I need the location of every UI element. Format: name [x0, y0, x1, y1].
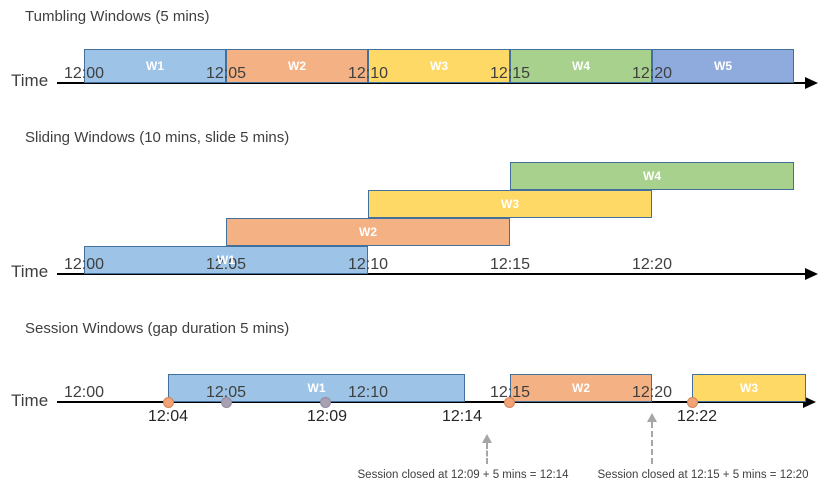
- window-label: W3: [430, 59, 448, 73]
- event-marker-12-22: [687, 397, 698, 408]
- tumbling-tick-12-00: 12:00: [63, 65, 105, 82]
- event-marker-12-04: [163, 397, 174, 408]
- session-window-w3: W3: [692, 374, 806, 402]
- tumbling-window-w2: W2: [226, 49, 368, 83]
- tumbling-window-w3: W3: [368, 49, 510, 83]
- session-tick-12-05: 12:05: [205, 384, 247, 401]
- session-close-arrow-line: [486, 443, 488, 464]
- sliding-tick-12-10: 12:10: [347, 256, 389, 273]
- sliding-tick-12-00: 12:00: [63, 256, 105, 273]
- session-tick-12-20: 12:20: [631, 384, 673, 401]
- tumbling-window-w1: W1: [84, 49, 226, 83]
- sliding-time-axis-label: Time: [11, 262, 49, 281]
- session-time-axis-label: Time: [11, 391, 49, 410]
- sliding-tick-12-05: 12:05: [205, 256, 247, 273]
- sliding-window-w1: W1: [84, 246, 368, 274]
- tumbling-tick-12-05: 12:05: [205, 65, 247, 82]
- session-close-arrow-line: [651, 422, 653, 464]
- session-section-title: Session Windows (gap duration 5 mins): [25, 320, 290, 337]
- window-label: W4: [643, 169, 661, 183]
- tumbling-tick-12-20: 12:20: [631, 65, 673, 82]
- session-window-w2: W2: [510, 374, 652, 402]
- session-tick-12-10: 12:10: [347, 384, 389, 401]
- event-marker-12-09: [320, 397, 331, 408]
- tumbling-window-w4: W4: [510, 49, 652, 83]
- window-label: W2: [359, 225, 377, 239]
- session-closed-annotation-2: Session closed at 12:15 + 5 mins = 12:20: [597, 469, 809, 481]
- sliding-axis-arrow-icon: [805, 268, 818, 280]
- event-label-12-14: 12:14: [441, 408, 483, 425]
- session-tick-12-00: 12:00: [63, 384, 105, 401]
- sliding-time-axis: [57, 273, 805, 275]
- event-marker-12-15: [504, 397, 515, 408]
- tumbling-time-axis: [57, 82, 805, 84]
- event-marker-12-05: [221, 397, 232, 408]
- window-label: W5: [714, 59, 732, 73]
- window-label: W2: [572, 381, 590, 395]
- window-label: W2: [288, 59, 306, 73]
- session-close-arrow-icon: [482, 434, 492, 443]
- sliding-window-w3: W3: [368, 190, 652, 218]
- session-closed-annotation-1: Session closed at 12:09 + 5 mins = 12:14: [357, 469, 569, 481]
- session-close-arrow-icon: [647, 413, 657, 422]
- tumbling-window-w5: W5: [652, 49, 794, 83]
- event-label-12-04: 12:04: [147, 408, 189, 425]
- sliding-section-title: Sliding Windows (10 mins, slide 5 mins): [25, 129, 290, 146]
- event-label-12-09: 12:09: [306, 408, 348, 425]
- session-window-w1: W1: [168, 374, 465, 402]
- window-label: W3: [501, 197, 519, 211]
- tumbling-axis-arrow-icon: [805, 77, 818, 89]
- window-label: W4: [572, 59, 590, 73]
- tumbling-tick-12-15: 12:15: [489, 65, 531, 82]
- tumbling-tick-12-10: 12:10: [347, 65, 389, 82]
- window-label: W1: [217, 253, 235, 267]
- sliding-window-w4: W4: [510, 162, 794, 190]
- session-axis-arrow-icon: [803, 396, 816, 408]
- sliding-window-w2: W2: [226, 218, 510, 246]
- sliding-tick-12-15: 12:15: [489, 256, 531, 273]
- sliding-tick-12-20: 12:20: [631, 256, 673, 273]
- session-tick-12-15: 12:15: [489, 384, 531, 401]
- session-time-axis: [57, 401, 803, 403]
- tumbling-time-axis-label: Time: [11, 71, 49, 90]
- window-label: W1: [146, 59, 164, 73]
- tumbling-section-title: Tumbling Windows (5 mins): [25, 8, 210, 25]
- window-label: W3: [740, 381, 758, 395]
- event-label-12-22: 12:22: [676, 408, 718, 425]
- window-label: W1: [307, 381, 326, 395]
